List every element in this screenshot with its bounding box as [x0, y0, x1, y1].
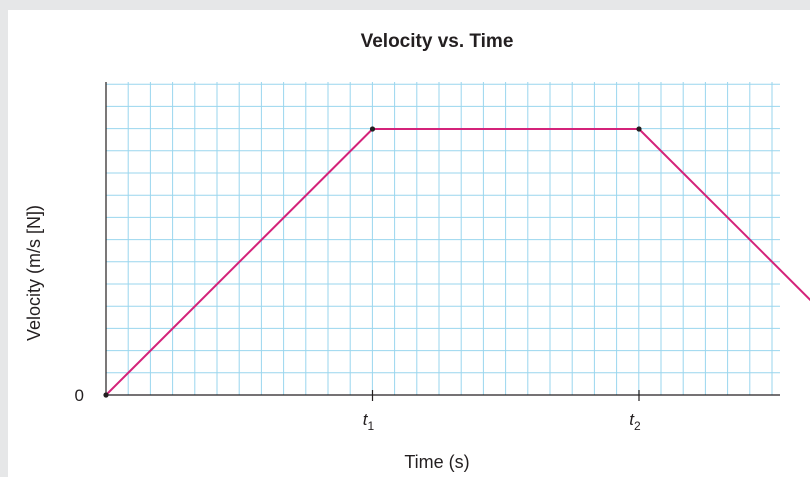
x-tick-label: t2 [629, 410, 641, 433]
velocity-time-chart: Velocity vs. Time t1t2t30 Time (s) Veloc… [24, 31, 810, 472]
data-point [369, 126, 376, 132]
data-point [103, 392, 109, 398]
y-tick-label: 0 [75, 386, 84, 405]
y-axis-label: Velocity (m/s [N]) [24, 205, 44, 341]
series-line [105, 128, 810, 396]
chart-figure: Velocity vs. Time t1t2t30 Time (s) Veloc… [8, 10, 810, 477]
tick-layer: t1t2t30 [75, 386, 641, 433]
data-point [636, 126, 642, 132]
series-layer [103, 126, 810, 398]
x-tick-label: t1 [363, 410, 375, 433]
chart-title: Velocity vs. Time [361, 31, 514, 52]
x-axis-label: Time (s) [404, 452, 469, 472]
grid [106, 82, 780, 395]
